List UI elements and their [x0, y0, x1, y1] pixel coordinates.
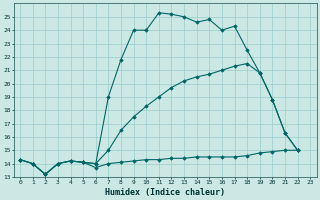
X-axis label: Humidex (Indice chaleur): Humidex (Indice chaleur): [105, 188, 225, 197]
